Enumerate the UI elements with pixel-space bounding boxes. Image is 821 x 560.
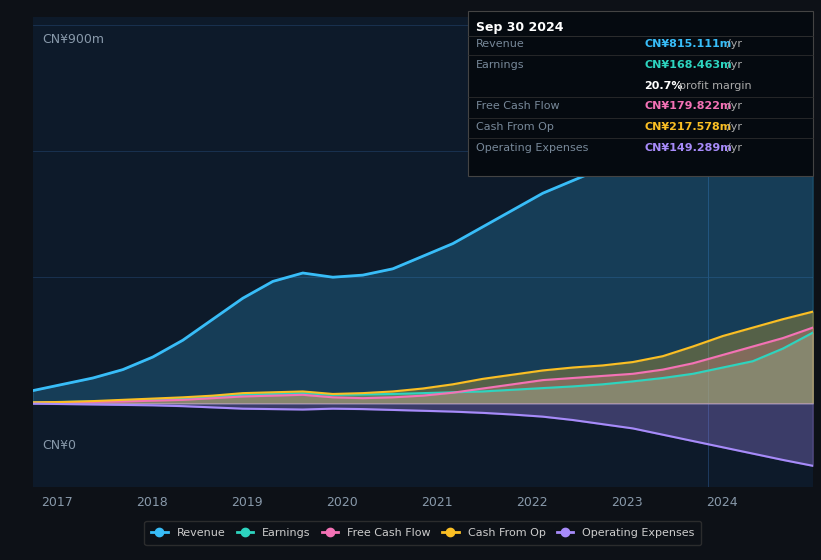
Text: CN¥217.578m: CN¥217.578m	[644, 122, 732, 132]
Text: /yr: /yr	[727, 101, 741, 111]
Text: Free Cash Flow: Free Cash Flow	[476, 101, 560, 111]
Text: /yr: /yr	[727, 39, 741, 49]
Text: Operating Expenses: Operating Expenses	[476, 143, 589, 153]
Text: Sep 30 2024: Sep 30 2024	[476, 21, 564, 34]
Text: Revenue: Revenue	[476, 39, 525, 49]
Text: Earnings: Earnings	[476, 60, 525, 70]
Text: /yr: /yr	[727, 122, 741, 132]
Text: 20.7%: 20.7%	[644, 81, 683, 91]
Text: /yr: /yr	[727, 143, 741, 153]
Text: CN¥168.463m: CN¥168.463m	[644, 60, 732, 70]
Text: CN¥179.822m: CN¥179.822m	[644, 101, 732, 111]
Text: /yr: /yr	[727, 60, 741, 70]
Text: CN¥900m: CN¥900m	[42, 33, 104, 46]
Legend: Revenue, Earnings, Free Cash Flow, Cash From Op, Operating Expenses: Revenue, Earnings, Free Cash Flow, Cash …	[144, 521, 701, 545]
Text: CN¥149.289m: CN¥149.289m	[644, 143, 732, 153]
Text: CN¥815.111m: CN¥815.111m	[644, 39, 732, 49]
Text: CN¥0: CN¥0	[42, 439, 76, 452]
Text: profit margin: profit margin	[679, 81, 751, 91]
Text: Cash From Op: Cash From Op	[476, 122, 554, 132]
